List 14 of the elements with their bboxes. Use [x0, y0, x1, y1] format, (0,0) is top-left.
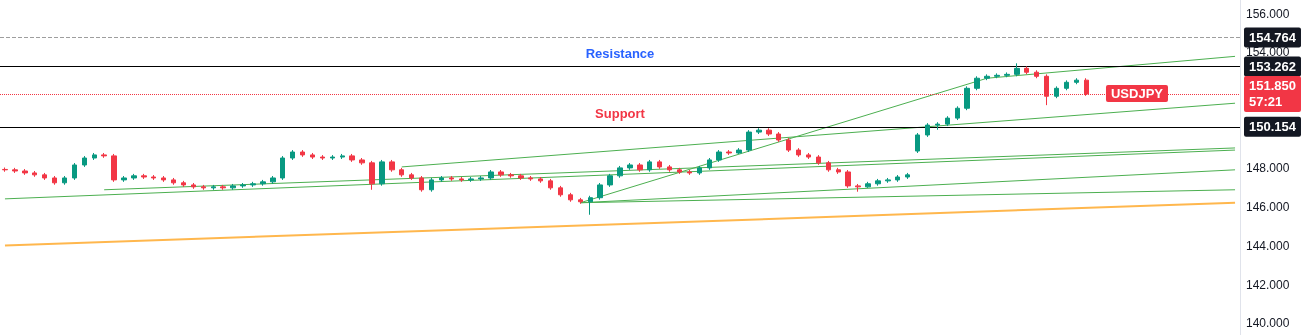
- annotation: USDJPY: [1110, 85, 1164, 101]
- annotation: Support: [595, 106, 646, 122]
- y-tick-label: 144.000: [1246, 238, 1290, 253]
- y-tick-label: 156.000: [1246, 6, 1290, 21]
- ref-line-label: 154.764: [1249, 30, 1297, 46]
- ref-line-label: 151.850 57:21: [1249, 78, 1296, 110]
- ref-line-label: 150.154: [1249, 119, 1297, 135]
- y-tick-label: 154.000: [1246, 45, 1290, 60]
- ref-line-label: 153.262: [1249, 59, 1296, 75]
- annotation: Resistance: [585, 46, 655, 62]
- y-tick-label: 148.000: [1246, 161, 1290, 176]
- y-tick-label: 142.000: [1246, 277, 1290, 292]
- y-tick-label: 146.000: [1246, 200, 1290, 215]
- y-tick-label: 140.000: [1246, 316, 1290, 331]
